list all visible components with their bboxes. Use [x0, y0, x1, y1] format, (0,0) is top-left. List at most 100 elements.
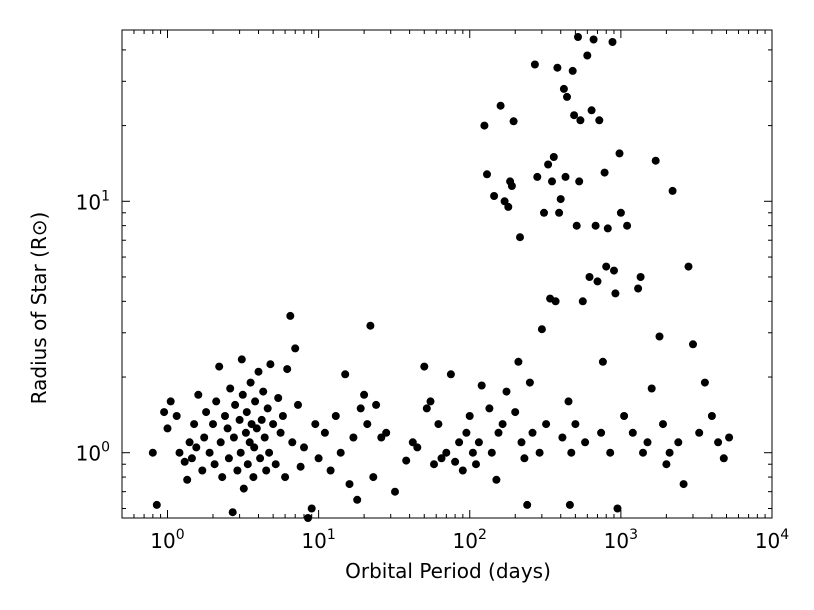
- y-tick-label: 100: [76, 440, 110, 466]
- data-point: [238, 390, 247, 399]
- data-point: [578, 297, 587, 306]
- data-point: [300, 443, 308, 452]
- data-point: [180, 457, 189, 466]
- x-tick-label: 104: [755, 527, 789, 553]
- data-point: [320, 428, 329, 437]
- data-point: [611, 289, 620, 298]
- data-point: [514, 357, 523, 366]
- data-point: [587, 106, 596, 115]
- data-point: [555, 208, 564, 217]
- data-point: [651, 156, 660, 165]
- data-point: [420, 362, 429, 371]
- data-point: [668, 186, 677, 195]
- data-point: [223, 424, 232, 433]
- data-point: [224, 454, 233, 463]
- data-point: [369, 473, 378, 482]
- data-point: [551, 297, 560, 306]
- data-point: [565, 500, 574, 509]
- data-point: [549, 153, 558, 161]
- data-point: [391, 487, 399, 496]
- data-point: [260, 433, 269, 442]
- data-point: [236, 448, 245, 457]
- data-point: [575, 177, 584, 186]
- data-point: [215, 362, 224, 371]
- data-point: [257, 415, 266, 424]
- data-point: [558, 433, 567, 442]
- data-point: [442, 448, 451, 457]
- data-point: [210, 460, 219, 469]
- data-point: [581, 438, 590, 447]
- data-point: [647, 384, 656, 393]
- data-point: [707, 412, 716, 420]
- data-point: [451, 457, 460, 466]
- data-point: [246, 378, 255, 387]
- data-point: [695, 428, 704, 437]
- data-point: [603, 224, 612, 233]
- data-point: [194, 390, 203, 399]
- data-point: [636, 273, 645, 281]
- data-point: [564, 397, 573, 406]
- x-axis-title: Orbital Period (days): [345, 559, 551, 583]
- data-point: [341, 370, 350, 379]
- data-point: [422, 404, 431, 413]
- data-point: [487, 448, 496, 457]
- data-point: [294, 400, 302, 409]
- data-point: [567, 448, 576, 457]
- data-point: [613, 504, 622, 513]
- x-tick-label: 102: [453, 527, 487, 553]
- data-point: [190, 420, 199, 429]
- tick-base: 10: [76, 442, 101, 466]
- data-point: [311, 420, 320, 429]
- data-point: [533, 172, 542, 181]
- data-point: [228, 508, 237, 517]
- data-point: [241, 428, 250, 437]
- data-point: [274, 394, 283, 402]
- data-point: [544, 160, 553, 169]
- data-point: [477, 381, 486, 390]
- y-axis-title: Radius of Star (R⊙): [27, 212, 51, 405]
- data-point: [233, 466, 242, 475]
- data-point: [331, 412, 340, 420]
- data-point: [591, 221, 600, 230]
- data-point: [221, 412, 229, 420]
- data-point: [205, 448, 214, 457]
- data-point: [185, 438, 194, 447]
- data-point: [413, 443, 422, 452]
- data-point: [600, 168, 609, 177]
- tick-base: 10: [604, 529, 629, 553]
- data-point: [540, 208, 548, 217]
- data-point: [615, 149, 624, 158]
- data-point: [474, 438, 483, 447]
- data-point: [251, 397, 260, 406]
- data-point: [480, 121, 489, 130]
- data-point: [250, 443, 259, 452]
- data-point: [426, 397, 435, 406]
- data-point: [570, 111, 579, 120]
- data-point: [502, 387, 511, 396]
- data-point: [597, 428, 606, 437]
- data-point: [216, 438, 225, 447]
- data-point: [434, 420, 443, 429]
- data-point: [254, 367, 263, 376]
- data-point: [353, 495, 362, 504]
- data-point: [235, 415, 244, 424]
- data-point: [455, 438, 464, 447]
- data-point: [556, 195, 565, 204]
- data-point: [608, 38, 617, 46]
- tick-exponent: 0: [176, 527, 185, 543]
- data-point: [655, 332, 664, 341]
- data-point: [593, 277, 602, 286]
- data-point: [563, 92, 571, 101]
- data-point: [262, 466, 271, 475]
- data-point: [229, 433, 238, 442]
- data-point: [561, 172, 570, 181]
- data-point: [263, 404, 272, 413]
- data-point: [360, 390, 369, 399]
- data-point: [472, 460, 480, 469]
- tick-base: 10: [150, 529, 175, 553]
- data-point: [314, 454, 323, 463]
- data-point: [483, 170, 491, 179]
- data-point: [528, 428, 537, 437]
- data-point: [226, 384, 235, 393]
- data-point: [276, 428, 285, 437]
